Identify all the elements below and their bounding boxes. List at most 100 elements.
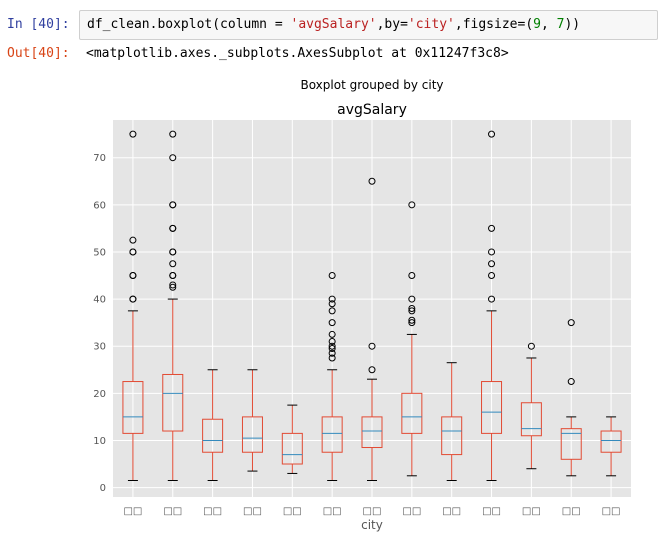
outlier-point — [129, 248, 137, 256]
outlier-point — [328, 342, 336, 350]
outlier-point — [328, 337, 336, 345]
x-tick-label: □□ — [363, 506, 382, 517]
code-text[interactable]: df_clean.boxplot(column = 'avgSalary',by… — [87, 17, 580, 32]
box-6 — [321, 272, 343, 482]
code-token: 9 — [533, 17, 541, 32]
outlier-point — [328, 354, 336, 362]
y-tick-label: 60 — [93, 200, 106, 211]
outlier-point — [488, 260, 496, 268]
x-tick-label: □□ — [323, 506, 342, 517]
outlier-point — [328, 330, 336, 338]
x-tick-label: □□ — [402, 506, 421, 517]
x-axis-label: city — [361, 518, 383, 532]
input-prompt: In [40]: — [7, 17, 70, 32]
code-token: )) — [564, 17, 581, 32]
box-11 — [520, 342, 542, 470]
output-prompt: Out[40]: — [7, 46, 70, 61]
iqr-box — [560, 428, 582, 460]
code-token: 'avgSalary' — [290, 17, 377, 32]
x-tick-label: □□ — [562, 506, 581, 517]
iqr-box — [401, 392, 423, 434]
iqr-box — [241, 416, 263, 453]
outlier-point — [169, 283, 177, 291]
outlier-point — [328, 307, 336, 315]
code-token: 'city' — [407, 17, 455, 32]
outlier-point — [328, 345, 336, 353]
outlier-point — [328, 295, 336, 303]
box-4 — [241, 369, 263, 472]
outlier-point — [169, 248, 177, 256]
outlier-point — [129, 236, 137, 244]
outlier-point — [129, 295, 137, 303]
code-token: 7 — [556, 17, 565, 32]
output-cell: Out[40]: <matplotlib.axes._subplots.Axes… — [0, 44, 658, 64]
iqr-box — [162, 373, 184, 432]
outlier-point — [169, 130, 177, 138]
box-3 — [202, 369, 224, 482]
code-token: ,by= — [376, 17, 408, 32]
y-tick-label: 70 — [93, 153, 106, 164]
x-tick-label: □□ — [482, 506, 501, 517]
iqr-box — [520, 402, 542, 437]
outlier-point — [408, 272, 416, 280]
code-editor[interactable]: df_clean.boxplot(column = 'avgSalary',by… — [79, 10, 658, 40]
y-tick-label: 30 — [93, 342, 106, 353]
y-tick-label: 50 — [93, 247, 106, 258]
outlier-point — [488, 130, 496, 138]
chart-suptitle: Boxplot grouped by city — [300, 78, 443, 92]
y-tick-label: 40 — [93, 295, 106, 306]
outlier-point — [169, 281, 177, 289]
outlier-point — [169, 260, 177, 268]
x-tick-label: □□ — [602, 506, 621, 517]
code-token: , — [540, 17, 557, 32]
outlier-point — [567, 319, 575, 327]
x-tick-label: □□ — [123, 506, 142, 517]
x-tick-label: □□ — [283, 506, 302, 517]
x-tick-label: □□ — [243, 506, 262, 517]
box-7 — [361, 177, 383, 482]
x-tick-label: □□ — [442, 506, 461, 517]
box-10 — [481, 130, 503, 482]
box-5 — [281, 404, 303, 474]
iqr-box — [281, 432, 303, 465]
outlier-point — [567, 378, 575, 386]
box-8 — [401, 201, 423, 477]
code-token: ,figsize=( — [454, 17, 534, 32]
iqr-box — [441, 416, 463, 456]
outlier-point — [408, 201, 416, 209]
outlier-point — [328, 300, 336, 308]
outlier-point — [169, 272, 177, 280]
iqr-box — [122, 381, 144, 434]
outlier-point — [488, 248, 496, 256]
iqr-box — [481, 381, 503, 434]
box-1 — [122, 130, 144, 482]
box-9 — [441, 362, 463, 482]
outlier-point — [408, 305, 416, 312]
outlier-point — [408, 319, 416, 327]
code-token: df_clean.boxplot(column = — [87, 17, 291, 32]
y-tick-label: 10 — [93, 436, 106, 447]
outlier-point — [368, 366, 376, 374]
outlier-point — [169, 201, 177, 209]
outlier-point — [408, 307, 416, 315]
outlier-point — [488, 295, 496, 303]
box-2 — [162, 130, 184, 482]
x-tick-label: □□ — [163, 506, 182, 517]
iqr-box — [361, 416, 383, 449]
iqr-box — [202, 418, 224, 453]
x-tick-label: □□ — [522, 506, 541, 517]
outlier-point — [169, 154, 177, 162]
chart-title: avgSalary — [337, 102, 407, 118]
y-tick-label: 0 — [100, 483, 106, 494]
outlier-point — [169, 224, 177, 232]
outlier-point — [488, 272, 496, 280]
input-cell[interactable]: In [40]: df_clean.boxplot(column = 'avgS… — [0, 8, 658, 42]
outlier-point — [129, 130, 137, 138]
iqr-box — [600, 430, 622, 453]
outlier-point — [129, 272, 137, 280]
outlier-point — [328, 319, 336, 327]
box-13 — [600, 416, 622, 477]
iqr-box — [321, 416, 343, 453]
outlier-point — [408, 316, 416, 324]
